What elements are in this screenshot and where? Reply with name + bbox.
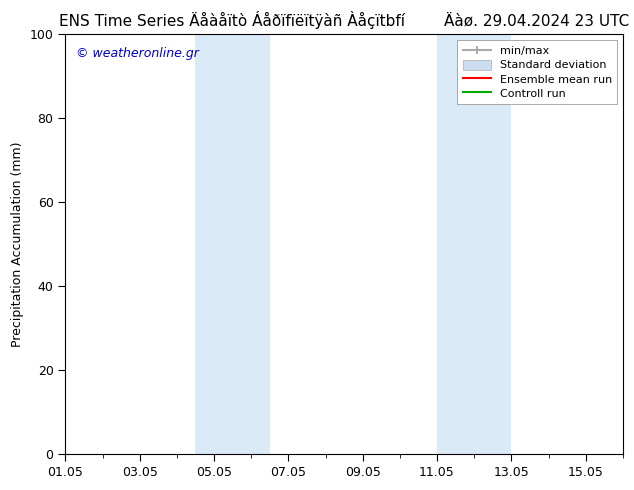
Bar bbox=[437, 34, 512, 454]
Title: ENS Time Series Äåàåïtò Áåðïfïëïtÿàñ Àåçïtbfí        Äàø. 29.04.2024 23 UTC: ENS Time Series Äåàåïtò Áåðïfïëïtÿàñ Àåç… bbox=[59, 11, 629, 29]
Text: © weatheronline.gr: © weatheronline.gr bbox=[77, 47, 199, 60]
Y-axis label: Precipitation Accumulation (mm): Precipitation Accumulation (mm) bbox=[11, 142, 24, 347]
Legend: min/max, Standard deviation, Ensemble mean run, Controll run: min/max, Standard deviation, Ensemble me… bbox=[457, 40, 618, 104]
Bar bbox=[195, 34, 270, 454]
